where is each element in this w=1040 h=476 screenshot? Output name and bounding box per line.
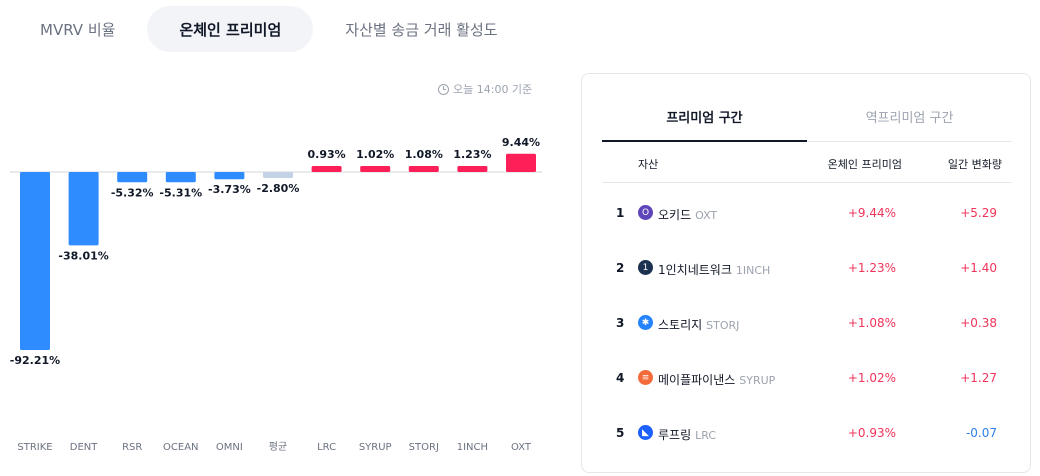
change-value: +1.27 xyxy=(960,371,997,385)
bar-1INCH[interactable] xyxy=(457,166,488,172)
rank: 2 xyxy=(616,261,625,275)
orchid-icon: O xyxy=(638,205,653,220)
tick-label-OXT: OXT xyxy=(511,442,532,453)
tick-label-LRC: LRC xyxy=(317,442,336,453)
bar-DENT[interactable] xyxy=(68,172,99,246)
premium-ranking-panel: 프리미엄 구간 역프리미엄 구간 자산 온체인 프리미엄 일간 변화량 1 O … xyxy=(581,73,1031,473)
tick-label-STORJ: STORJ xyxy=(409,442,439,453)
table-row[interactable]: 1 O 오키드 OXT +9.44% +5.29 xyxy=(602,194,1012,234)
bar-OCEAN[interactable] xyxy=(165,172,196,183)
rank: 3 xyxy=(616,316,625,330)
change-value: +5.29 xyxy=(960,206,997,220)
tab-premium-range[interactable]: 프리미엄 구간 xyxy=(602,92,807,142)
storj-icon: ✱ xyxy=(638,315,653,330)
rank: 4 xyxy=(616,371,625,385)
table-row[interactable]: 4 ≡ 메이플파이낸스 SYRUP +1.02% +1.27 xyxy=(602,359,1012,399)
tick-label-1INCH: 1INCH xyxy=(457,442,488,453)
premium-value: +1.02% xyxy=(847,371,896,385)
data-label-평균: -2.80% xyxy=(257,182,300,195)
timestamp: 오늘 14:00 기준 xyxy=(438,81,532,97)
rank: 1 xyxy=(616,206,625,220)
change-value: +0.38 xyxy=(960,316,997,330)
bar-SYRUP[interactable] xyxy=(360,166,391,172)
change-value: +1.40 xyxy=(960,261,997,275)
header-asset: 자산 xyxy=(638,158,659,171)
1inch-icon: 1 xyxy=(638,260,653,275)
asset-korean-name: 메이플파이낸스 xyxy=(658,373,736,387)
rank: 5 xyxy=(616,426,625,440)
timestamp-text: 오늘 14:00 기준 xyxy=(453,83,533,96)
data-label-DENT: -38.01% xyxy=(58,249,108,262)
asset-symbol: SYRUP xyxy=(739,374,776,387)
table-header: 자산 온체인 프리미엄 일간 변화량 xyxy=(602,142,1012,183)
tick-label-OMNI: OMNI xyxy=(216,442,243,453)
change-value: -0.07 xyxy=(965,426,997,440)
tick-label-STRIKE: STRIKE xyxy=(17,442,52,453)
tick-label-DENT: DENT xyxy=(70,442,98,453)
asset-symbol: OXT xyxy=(695,209,718,222)
bar-LRC[interactable] xyxy=(311,166,342,172)
premium-bar-chart: 오늘 14:00 기준 -92.21% STRIKE -38.01% DENT -5.3… xyxy=(0,70,560,476)
tick-label-OCEAN: OCEAN xyxy=(163,442,199,453)
asset-name: 1인치네트워크 1INCH xyxy=(658,261,770,278)
table-row[interactable]: 5 ◣ 루프링 LRC +0.93% -0.07 xyxy=(602,414,1012,454)
data-label-SYRUP: 1.02% xyxy=(356,148,394,161)
tab-mvrv[interactable]: MVRV 비율 xyxy=(40,20,116,39)
asset-korean-name: 스토리지 xyxy=(658,318,703,332)
bar-OMNI[interactable] xyxy=(214,172,245,180)
chart-svg: -92.21% STRIKE -38.01% DENT -5.32% RSR -5.31% O… xyxy=(10,136,542,453)
table-row[interactable]: 2 1 1인치네트워크 1INCH +1.23% +1.40 xyxy=(602,249,1012,289)
panel-tab-bar: 프리미엄 구간 역프리미엄 구간 xyxy=(602,92,1012,142)
asset-symbol: STORJ xyxy=(706,319,740,332)
premium-value: +9.44% xyxy=(847,206,896,220)
bar-RSR[interactable] xyxy=(117,172,148,183)
asset-korean-name: 1인치네트워크 xyxy=(658,263,732,277)
bar-STORJ[interactable] xyxy=(408,166,439,172)
header-premium: 온체인 프리미엄 xyxy=(827,158,902,171)
data-label-OCEAN: -5.31% xyxy=(159,186,202,199)
premium-value: +0.93% xyxy=(847,426,896,440)
asset-name: 루프링 LRC xyxy=(658,426,716,443)
asset-korean-name: 오키드 xyxy=(658,208,692,222)
data-label-RSR: -5.32% xyxy=(111,186,154,199)
data-label-1INCH: 1.23% xyxy=(453,148,491,161)
tab-onchain-premium[interactable]: 온체인 프리미엄 xyxy=(147,6,314,52)
clock-icon xyxy=(438,83,449,95)
data-label-STRIKE: -92.21% xyxy=(10,354,60,367)
syrup-icon: ≡ xyxy=(638,370,653,385)
table-row[interactable]: 3 ✱ 스토리지 STORJ +1.08% +0.38 xyxy=(602,304,1012,344)
asset-name: 스토리지 STORJ xyxy=(658,316,739,333)
tab-transfer-activity[interactable]: 자산별 송금 거래 활성도 xyxy=(345,20,498,39)
asset-name: 오키드 OXT xyxy=(658,206,717,223)
bar-OXT[interactable] xyxy=(506,153,536,172)
header-change: 일간 변화량 xyxy=(947,158,1002,171)
asset-symbol: LRC xyxy=(695,429,717,442)
data-label-LRC: 0.93% xyxy=(308,148,346,161)
tick-label-RSR: RSR xyxy=(122,442,142,453)
tick-label-SYRUP: SYRUP xyxy=(359,442,392,453)
bar-평균[interactable] xyxy=(263,172,293,178)
data-label-STORJ: 1.08% xyxy=(405,148,443,161)
tick-label-평균: 평균 xyxy=(269,441,287,453)
data-label-OMNI: -3.73% xyxy=(208,183,251,196)
premium-value: +1.23% xyxy=(847,261,896,275)
data-label-OXT: 9.44% xyxy=(502,136,540,149)
bar-STRIKE[interactable] xyxy=(20,172,50,350)
loopring-icon: ◣ xyxy=(638,425,653,440)
asset-symbol: 1INCH xyxy=(735,264,771,277)
premium-value: +1.08% xyxy=(847,316,896,330)
top-tab-bar: MVRV 비율 온체인 프리미엄 자산별 송금 거래 활성도 xyxy=(8,6,530,52)
asset-korean-name: 루프링 xyxy=(658,428,692,442)
tab-reverse-premium-range[interactable]: 역프리미엄 구간 xyxy=(865,111,954,126)
asset-name: 메이플파이낸스 SYRUP xyxy=(658,371,775,388)
